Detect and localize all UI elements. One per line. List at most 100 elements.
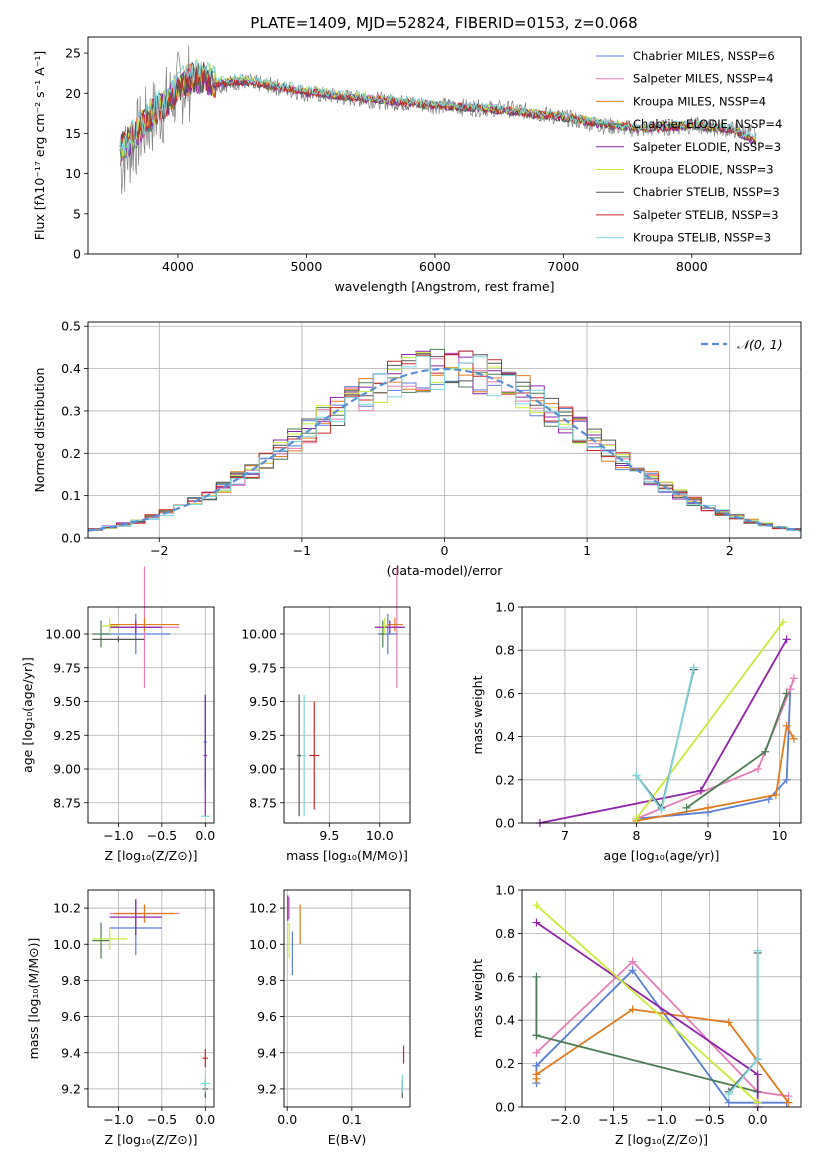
weight-series xyxy=(632,618,788,823)
y-tick-label: 0.0 xyxy=(61,531,81,546)
weight-marker xyxy=(753,1098,762,1107)
grid xyxy=(88,890,214,1107)
y-tick-label: 0.6 xyxy=(495,969,515,984)
plot-area xyxy=(297,566,405,817)
x-axis-label: Z [log₁₀(Z/Z⊙)] xyxy=(615,1132,708,1147)
weight-line xyxy=(535,904,759,1104)
y-tick-label: 0.8 xyxy=(495,643,515,658)
legend-label: Kroupa STELIB, NSSP=3 xyxy=(633,231,771,245)
x-tick-label: −0.5 xyxy=(694,1112,724,1127)
weight-line xyxy=(535,1008,790,1104)
weight-marker xyxy=(753,946,762,955)
weight-series xyxy=(682,689,791,812)
y-tick-label: 0.6 xyxy=(495,686,515,701)
weight-series xyxy=(632,674,798,823)
weight-marker xyxy=(782,721,791,730)
y-tick-label: 0.0 xyxy=(495,816,515,831)
y-tick-label: 20 xyxy=(65,86,81,101)
y-tick-label: 10 xyxy=(65,166,81,181)
weight-line xyxy=(535,976,758,1093)
weight-marker xyxy=(724,1018,733,1027)
chart-mass_vs_ebv: 0.0 0.1 9.2 9.4 9.6 9.8 10.0 10.2 E(B-V) xyxy=(249,889,411,1147)
x-tick-label: 4000 xyxy=(162,259,194,274)
legend-label: Salpeter MILES, NSSP=4 xyxy=(633,72,774,86)
weight-marker xyxy=(632,814,641,823)
axes-frame xyxy=(283,889,411,1108)
errorbar-point xyxy=(297,694,302,817)
y-tick-label: 0.2 xyxy=(61,446,81,461)
y-tick-label: 9.4 xyxy=(257,1045,277,1060)
x-tick-label: −1.0 xyxy=(646,1112,676,1127)
legend-label: Chabrier MILES, NSSP=6 xyxy=(633,49,775,63)
y-tick-label: 0.4 xyxy=(495,729,515,744)
charts-container: 4000 5000 6000 7000 80000510152025wavelength… xyxy=(20,36,802,1147)
chart-weight_vs_Z: −2.0 −1.5 −1.0 −0.5 0.0 0.0 0.2 0.4 0.6 0.8 1.0 Z [… xyxy=(470,883,802,1147)
legend: Chabrier MILES, NSSP=6 Salpeter MILES, NS… xyxy=(596,49,782,245)
errorbar-point xyxy=(309,701,320,810)
weight-marker xyxy=(682,803,691,812)
y-tick-label: 9.25 xyxy=(53,728,81,743)
chart-residuals: −2 −1 0 1 2 0.0 0.1 0.2 0.3 0.4 0.5 (data-model)/er… xyxy=(32,319,802,578)
weight-marker xyxy=(628,957,637,966)
weight-series xyxy=(532,957,793,1101)
y-axis-label: mass [log₁₀(M/M⊙)] xyxy=(26,938,41,1060)
x-tick-label: 0.0 xyxy=(195,828,215,843)
errorbar-point xyxy=(92,620,110,648)
y-tick-label: 0.0 xyxy=(495,1100,515,1115)
y-tick-label: 8.75 xyxy=(249,795,277,810)
y-tick-label: 9.00 xyxy=(249,762,277,777)
errorbar-point xyxy=(200,1074,210,1093)
y-tick-label: 1.0 xyxy=(495,600,515,615)
weight-marker xyxy=(532,1070,541,1079)
y-tick-label: 9.6 xyxy=(257,1009,277,1024)
x-tick-label: −1.0 xyxy=(103,828,133,843)
x-tick-label: 9.5 xyxy=(319,828,339,843)
weight-marker xyxy=(753,1055,762,1064)
y-tick-label: 0.5 xyxy=(61,319,81,334)
axes-frame xyxy=(521,606,802,824)
y-tick-label: 8.75 xyxy=(53,795,81,810)
y-axis-label: mass weight xyxy=(470,959,485,1038)
y-tick-label: 1.0 xyxy=(495,883,515,898)
y-tick-label: 15 xyxy=(65,126,81,141)
x-tick-label: 0.0 xyxy=(277,1112,297,1127)
weight-marker xyxy=(628,966,637,975)
y-axis-label: Flux [fλ10⁻¹⁷ erg cm⁻² s⁻¹ A⁻¹] xyxy=(32,51,47,240)
x-tick-label: 6000 xyxy=(419,259,451,274)
y-tick-label: 9.25 xyxy=(249,728,277,743)
y-tick-label: 0.4 xyxy=(61,361,81,376)
x-tick-label: −0.5 xyxy=(147,828,177,843)
grid xyxy=(284,607,410,823)
x-tick-label: 5000 xyxy=(290,259,322,274)
weight-marker xyxy=(657,806,666,815)
axes-frame xyxy=(87,889,215,1108)
y-tick-label: 0 xyxy=(73,247,81,262)
x-tick-label: 0.0 xyxy=(748,1112,768,1127)
chart-age_vs_Z: −1.0 −0.5 0.0 8.75 9.00 9.25 9.50 9.75 10.00 Z [l… xyxy=(20,566,215,863)
weight-marker xyxy=(771,790,780,799)
errorbar-point xyxy=(381,617,388,634)
x-tick-label: −1.0 xyxy=(103,1112,133,1127)
y-tick-label: 9.75 xyxy=(53,660,81,675)
grid xyxy=(284,890,410,1107)
histogram-step xyxy=(88,355,801,532)
weight-marker xyxy=(754,765,763,773)
x-tick-label: 2 xyxy=(726,543,734,558)
y-tick-label: 10.2 xyxy=(53,901,81,916)
errorbar-point xyxy=(374,620,405,634)
y-tick-label: 0.2 xyxy=(495,1056,515,1071)
x-tick-label: 10 xyxy=(772,828,788,843)
y-tick-label: 0.4 xyxy=(495,1013,515,1028)
y-tick-label: 9.6 xyxy=(61,1009,81,1024)
legend: 𝒩(0, 1) xyxy=(701,337,783,352)
weight-series xyxy=(632,665,698,812)
figure-title: PLATE=1409, MJD=52824, FIBERID=0153, z=0… xyxy=(250,14,637,32)
x-axis-label: E(B-V) xyxy=(328,1132,367,1147)
y-tick-label: 0.3 xyxy=(61,403,81,418)
weight-marker xyxy=(632,771,641,780)
weight-marker xyxy=(724,1098,733,1107)
y-tick-label: 9.75 xyxy=(249,660,277,675)
chart-mass_vs_Z: −1.0 −0.5 0.0 9.2 9.4 9.6 9.8 10.0 10.2 Z [log₁₀(… xyxy=(26,889,215,1147)
legend-label: Chabrier ELODIE, NSSP=4 xyxy=(633,117,782,131)
x-tick-label: −2.0 xyxy=(550,1112,580,1127)
